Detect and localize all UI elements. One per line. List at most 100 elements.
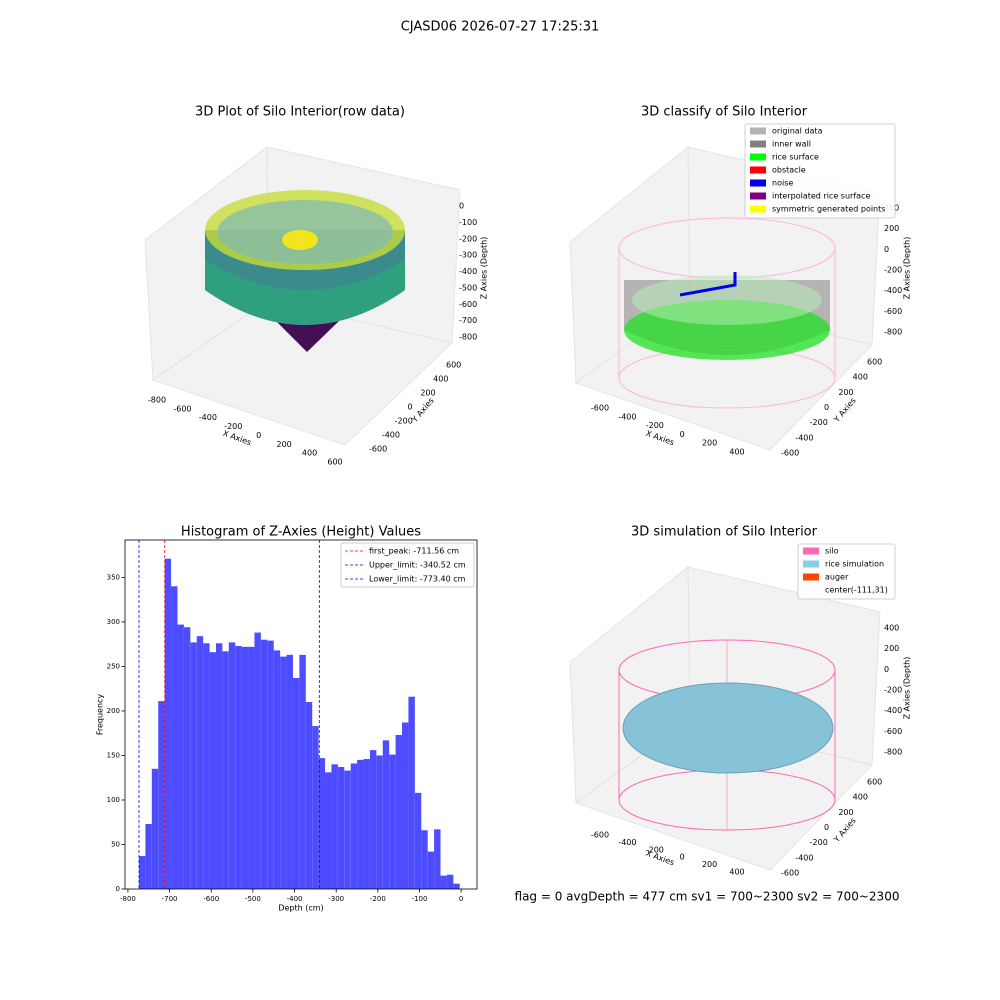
x-tick-label: -600: [203, 895, 219, 903]
legend-label: symmetric generated points: [772, 205, 885, 214]
panel-title: 3D simulation of Silo Interior: [631, 525, 818, 540]
xticks-label: 400: [729, 448, 744, 457]
xticks-label: 600: [327, 458, 342, 467]
zticks-label: -200: [459, 234, 477, 243]
zticks-label: -300: [459, 251, 477, 260]
panel-title: Histogram of Z-Axies (Height) Values: [181, 525, 421, 540]
zticks-label: -800: [884, 328, 902, 337]
bar: [299, 654, 306, 889]
bar: [280, 656, 287, 889]
bar: [318, 758, 326, 889]
legend-label: silo: [825, 547, 839, 556]
bar: [267, 640, 274, 889]
panel-title: 3D classify of Silo Interior: [641, 105, 808, 120]
legend-label: auger: [825, 573, 849, 582]
bar: [254, 632, 261, 889]
legend-label: rice simulation: [825, 560, 884, 569]
legend-label: noise: [772, 179, 793, 188]
bar: [286, 654, 293, 889]
y-tick-label: 250: [107, 662, 120, 670]
bar: [446, 874, 454, 889]
yticks-label: -400: [795, 433, 813, 442]
z-axis-label: Z Axies (Depth): [903, 237, 912, 300]
xticks-label: 0: [680, 853, 685, 862]
zticks-label: -800: [459, 333, 477, 342]
bar: [183, 627, 191, 889]
bar: [215, 643, 223, 889]
bar: [228, 642, 236, 889]
bar: [369, 750, 377, 889]
bar: [389, 754, 396, 889]
xticks-label: -200: [646, 421, 664, 430]
bar: [434, 829, 441, 889]
yticks-label: 600: [446, 361, 461, 370]
bar: [241, 646, 249, 889]
legend-swatch: [803, 547, 819, 555]
bar: [312, 726, 319, 889]
legend-swatch: [750, 179, 766, 187]
xticks-label: 400: [729, 868, 744, 877]
zticks-label: 400: [884, 624, 899, 633]
y-tick-label: 150: [107, 751, 120, 759]
bar: [260, 639, 268, 889]
zticks-label: 200: [884, 644, 899, 653]
xticks-label: -400: [199, 413, 217, 422]
y-tick-label: 300: [107, 618, 120, 626]
bar: [331, 764, 338, 889]
bar: [402, 722, 409, 889]
y-tick-label: 50: [111, 840, 120, 848]
x-tick-label: -100: [412, 895, 428, 903]
bar: [273, 650, 281, 889]
zticks-label: -100: [459, 218, 477, 227]
bar: [203, 643, 210, 889]
bar: [138, 856, 146, 889]
xticks-label: -200: [224, 422, 242, 431]
bar: [177, 624, 184, 889]
legend-label: rice surface: [772, 153, 819, 162]
yticks-label: 0: [824, 823, 829, 832]
bar: [414, 792, 422, 889]
yticks-label: 400: [853, 793, 868, 802]
zticks-label: 0: [459, 202, 464, 211]
zticks-label: -200: [884, 266, 902, 275]
bar: [363, 759, 370, 889]
legend-swatch: [803, 560, 819, 568]
yticks-label: 600: [867, 778, 882, 787]
legend-swatch: [750, 166, 766, 174]
xticks-label: -600: [591, 404, 609, 413]
yticks-label: -200: [810, 838, 828, 847]
bar: [190, 642, 197, 889]
legend-swatch: [750, 192, 766, 200]
bar: [235, 645, 242, 889]
yticks-label: 600: [867, 358, 882, 367]
x-tick-label: -500: [245, 895, 261, 903]
x-tick-label: -400: [287, 895, 303, 903]
bar: [292, 677, 300, 889]
yticks-label: -400: [382, 431, 400, 440]
yticks-label: 0: [408, 403, 413, 412]
zticks-label: 0: [884, 245, 889, 254]
legend-swatch: [750, 127, 766, 135]
bar: [453, 883, 460, 889]
panel-1-box: [144, 146, 461, 446]
legend-swatch: [750, 140, 766, 148]
yticks-label: 400: [853, 373, 868, 382]
y-tick-label: 100: [107, 796, 120, 804]
xticks-label: 0: [680, 430, 685, 439]
bar: [209, 652, 216, 889]
bar: [337, 767, 345, 889]
legend-label: inner wall: [772, 140, 811, 149]
bar: [305, 702, 313, 889]
bar: [382, 740, 390, 889]
bar: [325, 772, 332, 889]
bar: [421, 830, 428, 889]
x-tick-label: 0: [459, 895, 463, 903]
bar: [427, 851, 435, 889]
yticks-label: -200: [395, 417, 413, 426]
xticks-label: 0: [256, 431, 261, 440]
legend-label: interpolated rice surface: [772, 192, 870, 201]
legend-box: [340, 542, 475, 588]
panel-title: 3D Plot of Silo Interior(row data): [195, 105, 405, 120]
legend-box: [744, 123, 896, 219]
